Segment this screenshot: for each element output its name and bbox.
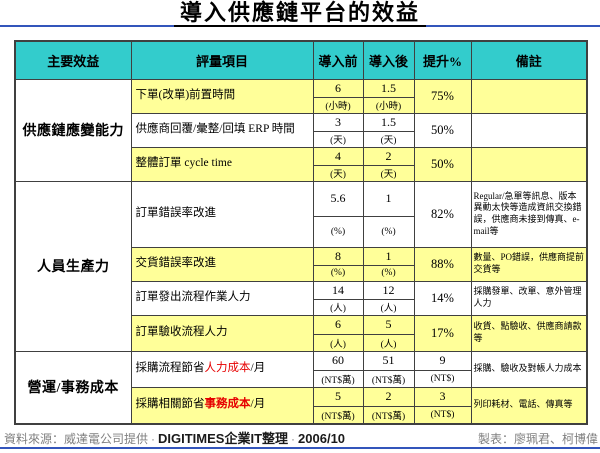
table-row: 供應鏈應變能力 下單(改單)前置時間 6 (小時) 1.5 (小時) 75%: [14, 78, 588, 182]
table-header-row: 主要效益 評量項目 導入前 導入後 提升% 備註: [14, 40, 588, 80]
measure-item: 訂單驗收流程人力: [130, 314, 314, 352]
after-value-cell: 12 (人): [362, 280, 415, 316]
before-value-cell: 5 (NT$萬): [312, 386, 364, 424]
footer: 資料來源：威達電公司提供 · DIGITIMES企業IT整理 · 2006/10 製表：…: [4, 428, 598, 448]
col-header-after: 導入後: [362, 40, 415, 80]
before-value-cell: 6 (人): [312, 314, 364, 352]
highlighted-cost-term: 事務成本: [204, 398, 251, 411]
source-org: DIGITIMES企業IT整理: [158, 431, 289, 446]
note-cell: 列印耗材、電話、傳真等: [470, 386, 588, 424]
measure-item: 採購流程節省人力成本/月: [130, 350, 314, 388]
improvement-cell: 82%: [413, 180, 472, 248]
after-value-cell: 1.5 (天): [362, 112, 415, 148]
before-value-cell: 14 (人): [312, 280, 364, 316]
col-header-main-benefit: 主要效益: [14, 40, 132, 80]
page-title: 導入供應鏈平台的效益: [173, 0, 426, 27]
improvement-cell: 88%: [413, 246, 472, 282]
note-cell: 收貨、點驗收、供應商請款等: [470, 314, 588, 352]
before-value-cell: 6 (小時): [312, 78, 364, 114]
table-row: 訂單驗收流程人力 6 (人) 5 (人) 17% 收貨、點驗收、供應商請款等: [15, 314, 588, 352]
col-header-notes: 備註: [470, 40, 588, 80]
table-row: 營運/事務成本 採購流程節省人力成本/月 60 (NT$萬) 51 (NT$萬) 9…: [14, 350, 588, 424]
after-value-cell: 1 (%): [362, 246, 415, 282]
title-bar: 導入供應鏈平台的效益: [0, 0, 600, 27]
after-value-cell: 1 (%): [362, 180, 415, 248]
measure-item: 採購相關節省事務成本/月: [130, 386, 314, 424]
measure-item: 交貨錯誤率改進: [130, 246, 314, 282]
highlighted-cost-term: 人力成本: [204, 362, 251, 375]
measure-item: 整體訂單 cycle time: [130, 146, 314, 182]
before-value-cell: 4 (天): [312, 146, 364, 182]
col-header-measure-item: 評量項目: [130, 40, 314, 80]
source-label: 資料來源：威達電公司提供: [4, 432, 149, 446]
note-cell: [470, 78, 588, 114]
before-value-cell: 3 (天): [312, 112, 364, 148]
before-value-cell: 5.6 (%): [312, 180, 364, 248]
table-row: 整體訂單 cycle time 4 (天) 2 (天) 50%: [15, 146, 588, 182]
col-header-before: 導入前: [312, 40, 364, 80]
after-value-cell: 2 (NT$萬): [362, 386, 415, 424]
group-label-supply-chain-agility: 供應鏈應變能力: [14, 78, 132, 182]
group-label-personnel-productivity: 人員生產力: [14, 180, 132, 352]
improvement-cell: 50%: [413, 146, 472, 182]
measure-item: 供應商回覆/彙整/回填 ERP 時間: [130, 112, 314, 148]
improvement-cell: 3 (NT$): [413, 386, 472, 424]
improvement-cell: 14%: [413, 280, 472, 316]
improvement-cell: 75%: [413, 78, 472, 114]
group-label-operating-admin-cost: 營運/事務成本: [14, 350, 132, 424]
note-cell: 採購發單、改單、意外管理人力: [470, 280, 588, 316]
improvement-cell: 50%: [413, 112, 472, 148]
separator-dot: ·: [151, 432, 156, 446]
measure-item: 訂單發出流程作業人力: [130, 280, 314, 316]
table-row: 採購相關節省事務成本/月 5 (NT$萬) 2 (NT$萬) 3 (NT$) 列印耗材…: [15, 386, 588, 424]
bottom-divider: [0, 447, 600, 449]
table-row: 訂單發出流程作業人力 14 (人) 12 (人) 14% 採購發單、改單、意外管理人…: [15, 280, 588, 316]
note-cell: [470, 112, 588, 148]
note-cell: 採購、驗收及對帳人力成本: [470, 350, 588, 388]
after-value-cell: 5 (人): [362, 314, 415, 352]
after-value-cell: 2 (天): [362, 146, 415, 182]
before-value-cell: 60 (NT$萬): [312, 350, 364, 388]
before-value-cell: 8 (%): [312, 246, 364, 282]
table-row: 人員生產力 訂單錯誤率改進 5.6 (%) 1 (%) 82% Regular/急單…: [14, 180, 588, 352]
credit: 製表：廖珮君、柯博偉: [477, 432, 598, 446]
col-header-improvement: 提升%: [413, 40, 472, 80]
note-cell: [470, 146, 588, 182]
after-value-cell: 51 (NT$萬): [362, 350, 415, 388]
note-cell: 數量、PO錯誤，供應商提前交貨等: [470, 246, 588, 282]
benefits-table: 主要效益 評量項目 導入前 導入後 提升% 備註 供應鏈應變能力 下單(改單)前…: [14, 40, 588, 425]
improvement-cell: 17%: [413, 314, 472, 352]
measure-item: 訂單錯誤率改進: [130, 180, 314, 248]
after-value-cell: 1.5 (小時): [362, 78, 415, 114]
measure-item: 下單(改單)前置時間: [130, 78, 314, 114]
source-date: 2006/10: [298, 431, 346, 446]
separator-dot: ·: [291, 432, 296, 446]
improvement-cell: 9 (NT$): [413, 350, 472, 388]
note-cell: Regular/急單等訊息、版本異動太快等造成資訊交換錯誤，供應商未接到傳真、e…: [470, 180, 588, 248]
source-line: 資料來源：威達電公司提供 · DIGITIMES企業IT整理 · 2006/10: [4, 428, 345, 448]
